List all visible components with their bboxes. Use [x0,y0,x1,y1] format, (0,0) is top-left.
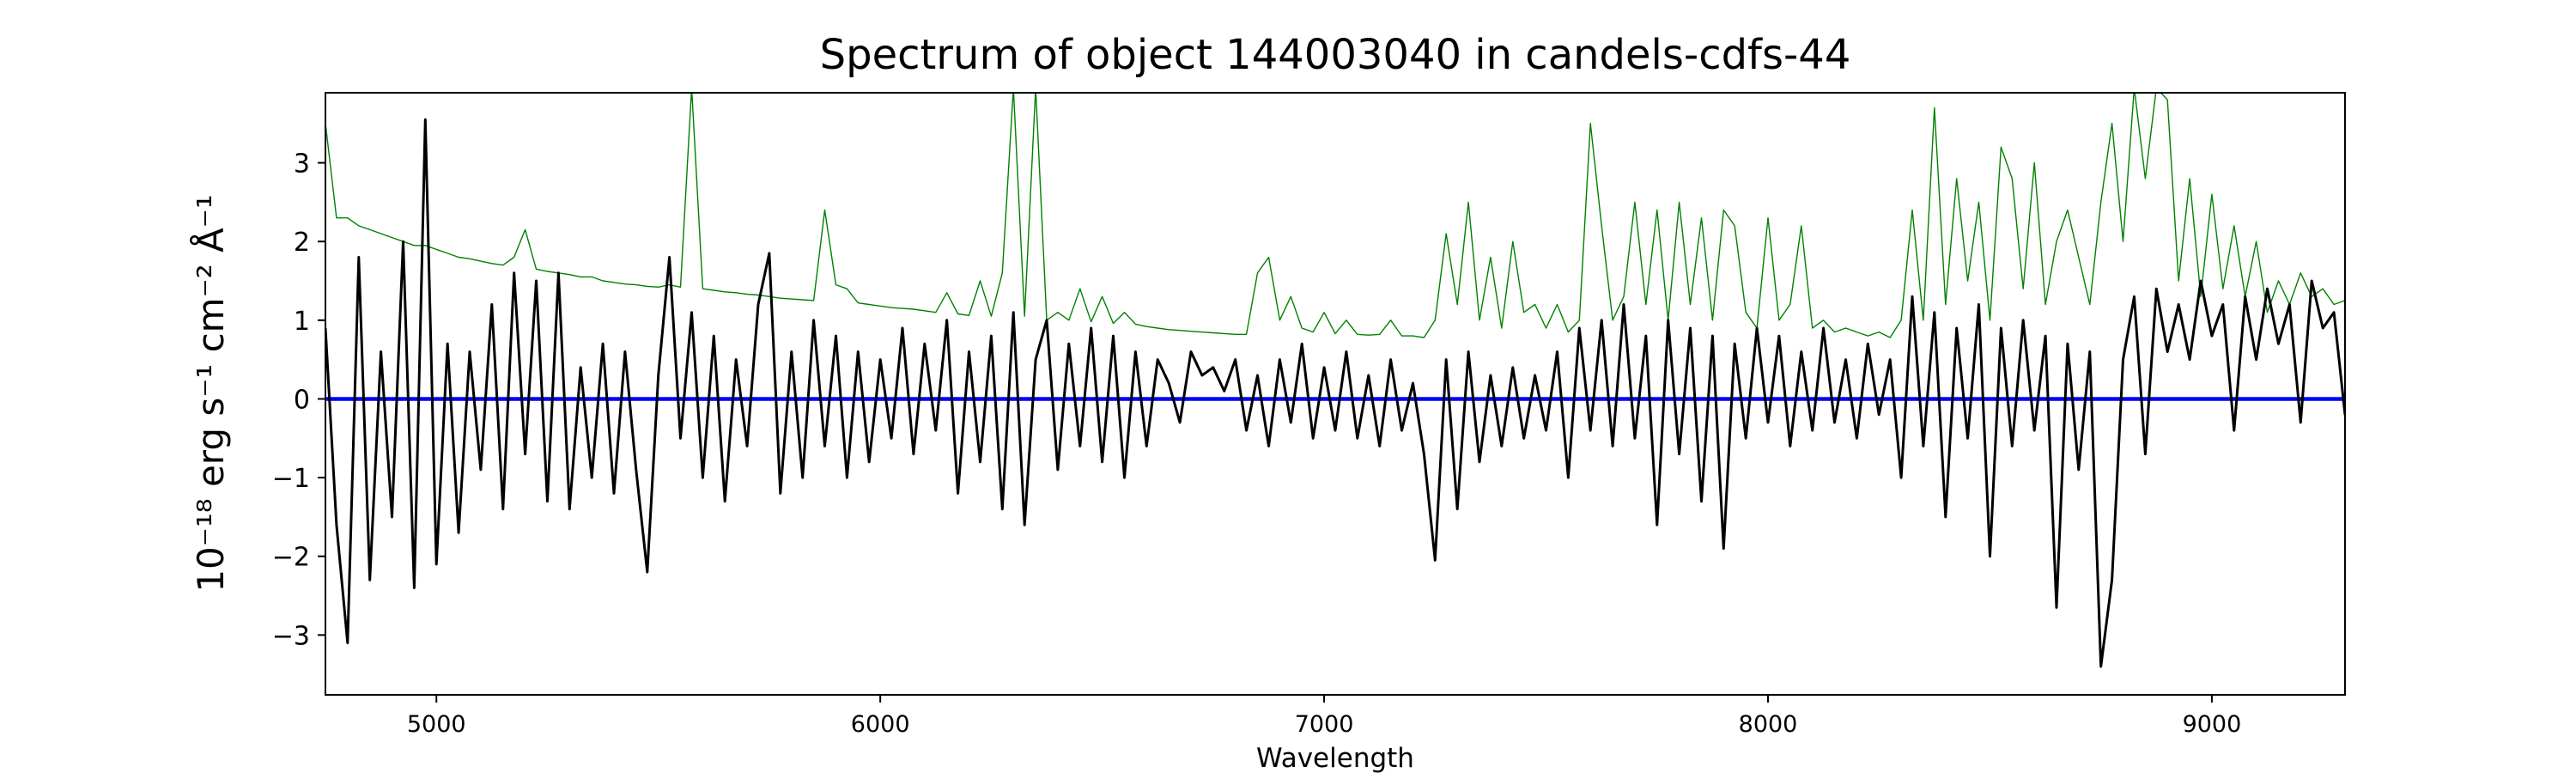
y-tick-label: 2 [294,228,310,258]
chart-title: Spectrum of object 144003040 in candels-… [820,31,1851,79]
x-tick-label: 9000 [2183,711,2242,738]
plot-frame [325,92,2346,696]
y-tick-label: 3 [294,149,310,180]
y-tick-label: −1 [272,464,310,494]
y-tick-label: −2 [272,543,310,573]
x-tick-label: 6000 [851,711,910,738]
y-tick-label: 1 [294,307,310,337]
x-tick-label: 7000 [1295,711,1354,738]
x-tick-label: 5000 [407,711,466,738]
x-axis-label: Wavelength [1256,743,1414,773]
series-error-line [325,93,2345,338]
series-flux-line [325,118,2345,668]
y-tick-label: −3 [272,621,310,651]
x-tick-label: 8000 [1739,711,1798,738]
y-axis-label: 10⁻¹⁸ erg s⁻¹ cm⁻² Å⁻¹ [189,194,232,592]
y-tick-label: 0 [294,385,310,415]
